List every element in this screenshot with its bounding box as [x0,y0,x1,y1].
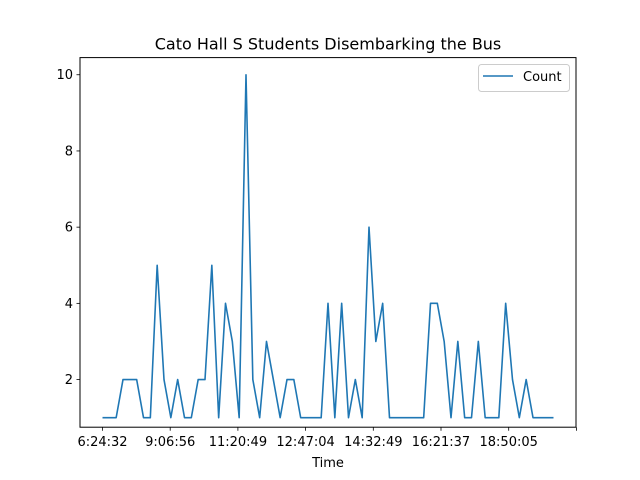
x-tick-label: 11:20:49 [209,435,267,450]
series-line-count [102,73,554,419]
legend-label: Count [523,70,562,85]
y-tick-label: 8 [65,144,73,159]
y-tick-label: 10 [56,68,73,83]
x-tick-label: 12:47:04 [276,435,334,450]
x-tick-label: 9:06:56 [145,435,195,450]
y-tick-label: 4 [65,297,73,312]
x-tick-label: 14:32:49 [344,435,402,450]
x-tick-label: 16:21:37 [412,435,470,450]
x-tick-label: 6:24:32 [77,435,127,450]
chart-title: Cato Hall S Students Disembarking the Bu… [155,35,502,54]
axes-frame [79,57,577,428]
legend: Count [478,64,570,92]
plot-area: 2 4 6 8 10 6:24:32 9:06:56 11:20:49 12:47:04 14:3… [56,68,577,450]
legend-box [478,64,570,92]
x-axis-label: Time [311,456,344,471]
x-tick-label: 18:50:05 [480,435,538,450]
y-tick-label: 2 [65,373,73,388]
y-tick-label: 6 [65,221,73,236]
